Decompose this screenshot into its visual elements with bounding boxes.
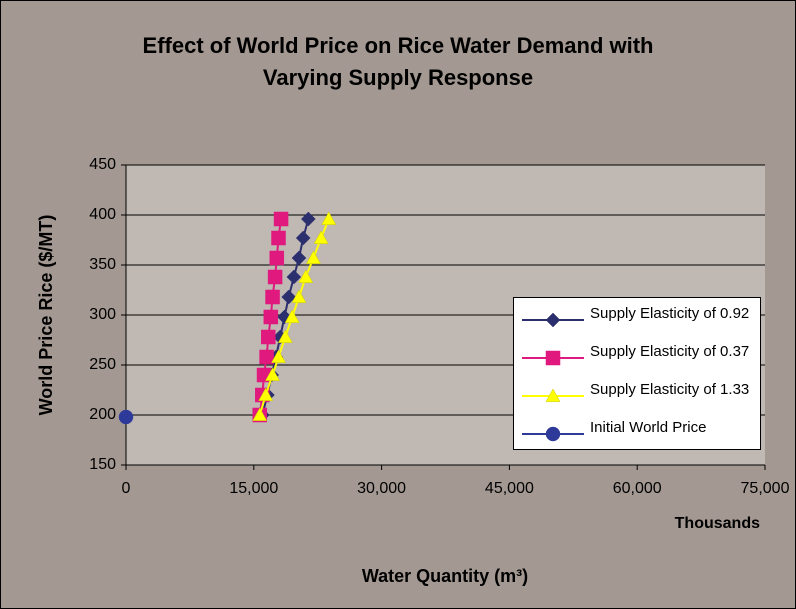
point xyxy=(313,230,329,244)
y-tick-label: 250 xyxy=(89,356,116,373)
point xyxy=(321,211,337,225)
x-axis-label: Water Quantity (m³) xyxy=(362,566,528,586)
y-tick-label: 450 xyxy=(89,156,116,173)
point xyxy=(295,230,311,246)
legend-swatch xyxy=(522,426,584,442)
point xyxy=(269,250,285,266)
point xyxy=(259,349,274,365)
x-tick-label: 75,000 xyxy=(741,480,790,497)
legend-swatch xyxy=(522,388,584,402)
point xyxy=(291,289,307,303)
legend-marker xyxy=(545,350,561,366)
x-unit-label: Thousands xyxy=(675,515,760,532)
y-tick-label: 400 xyxy=(89,206,116,223)
x-tick-label: 45,000 xyxy=(485,480,534,497)
point xyxy=(118,409,134,425)
x-tick-label: 30,000 xyxy=(357,480,406,497)
legend-entry: Supply Elasticity of 0.37 xyxy=(518,342,758,380)
chart-title: Effect of World Price on Rice Water Dema… xyxy=(142,33,654,90)
point xyxy=(265,367,280,381)
point xyxy=(273,211,289,227)
legend-entry: Supply Elasticity of 1.33 xyxy=(518,380,758,418)
x-tick-label: 15,000 xyxy=(229,480,278,497)
point xyxy=(263,309,279,325)
legend-swatch xyxy=(522,312,584,328)
point xyxy=(267,269,283,285)
legend-swatch xyxy=(522,350,584,366)
x-tick-label: 60,000 xyxy=(613,480,662,497)
legend-label: Supply Elasticity of 1.33 xyxy=(590,381,750,398)
point xyxy=(271,230,286,246)
point xyxy=(306,250,321,264)
legend-marker xyxy=(545,312,561,328)
point xyxy=(277,329,293,343)
y-tick-label: 150 xyxy=(89,456,116,473)
point xyxy=(252,407,268,421)
y-tick-label: 200 xyxy=(89,406,116,423)
legend: Supply Elasticity of 0.92 Supply Elastici… xyxy=(513,297,761,450)
point xyxy=(291,250,307,266)
legend-entry: Initial World Price xyxy=(518,418,758,456)
y-tick-label: 300 xyxy=(89,306,116,323)
point xyxy=(286,269,302,285)
point xyxy=(281,289,297,305)
legend-label: Supply Elasticity of 0.92 xyxy=(590,305,750,322)
legend-marker xyxy=(545,426,561,442)
point xyxy=(271,349,286,363)
x-tick-label: 0 xyxy=(122,480,131,497)
y-tick-label: 350 xyxy=(89,256,116,273)
legend-marker xyxy=(545,388,561,402)
point xyxy=(300,211,316,227)
point xyxy=(298,269,314,283)
point xyxy=(258,387,274,401)
legend-entry: Supply Elasticity of 0.92 xyxy=(518,304,758,342)
y-axis-label: World Price Rice ($/MT) xyxy=(36,215,56,416)
point xyxy=(261,329,276,345)
legend-label: Supply Elasticity of 0.37 xyxy=(590,343,750,360)
point xyxy=(265,289,280,305)
point xyxy=(284,309,300,323)
legend-label: Initial World Price xyxy=(590,419,707,436)
